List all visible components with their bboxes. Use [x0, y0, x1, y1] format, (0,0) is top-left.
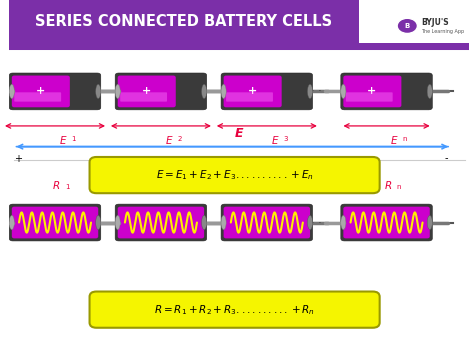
FancyBboxPatch shape — [115, 73, 207, 110]
Text: The Learning App: The Learning App — [421, 29, 464, 33]
Ellipse shape — [96, 84, 101, 99]
Text: +: + — [141, 87, 151, 96]
Text: · · · · ·: · · · · · — [310, 218, 343, 227]
Ellipse shape — [201, 84, 207, 99]
Text: +: + — [247, 87, 256, 96]
Text: E: E — [272, 136, 278, 146]
FancyBboxPatch shape — [9, 73, 101, 110]
Text: BYJU'S: BYJU'S — [421, 18, 449, 27]
FancyBboxPatch shape — [341, 204, 432, 241]
Text: R: R — [159, 181, 166, 191]
Text: $R = R_1 + R_2 +R_3 .......... + R_n$: $R = R_1 + R_2 +R_3 .......... + R_n$ — [154, 303, 315, 317]
Text: -: - — [445, 154, 448, 164]
FancyBboxPatch shape — [115, 204, 207, 241]
Text: +: + — [367, 87, 376, 96]
Text: E: E — [165, 136, 172, 146]
Ellipse shape — [9, 84, 14, 99]
FancyBboxPatch shape — [9, 204, 101, 241]
Ellipse shape — [308, 215, 312, 230]
Ellipse shape — [341, 215, 346, 230]
Text: E: E — [235, 127, 244, 140]
Text: 2: 2 — [171, 184, 175, 190]
FancyBboxPatch shape — [118, 76, 176, 107]
Text: +: + — [14, 154, 22, 164]
Ellipse shape — [9, 215, 14, 230]
Ellipse shape — [221, 215, 226, 230]
FancyBboxPatch shape — [12, 207, 98, 238]
Ellipse shape — [427, 84, 432, 99]
Text: +: + — [36, 87, 45, 96]
FancyBboxPatch shape — [221, 204, 312, 241]
FancyBboxPatch shape — [12, 76, 70, 107]
Ellipse shape — [308, 84, 312, 99]
Ellipse shape — [341, 84, 346, 99]
FancyBboxPatch shape — [90, 292, 380, 328]
Text: R: R — [384, 181, 392, 191]
Bar — [9, 0, 355, 43]
FancyBboxPatch shape — [346, 92, 392, 102]
Bar — [359, 0, 469, 43]
FancyBboxPatch shape — [221, 73, 312, 110]
Text: n: n — [403, 136, 407, 141]
Text: 2: 2 — [177, 136, 182, 141]
Text: $E = E_1 + E_2 + E_3 .......... + E_n$: $E = E_1 + E_2 + E_3 .......... + E_n$ — [156, 168, 313, 182]
Ellipse shape — [427, 215, 432, 230]
FancyBboxPatch shape — [343, 207, 430, 238]
Text: n: n — [397, 184, 401, 190]
Text: E: E — [60, 136, 66, 146]
FancyBboxPatch shape — [224, 76, 282, 107]
FancyBboxPatch shape — [343, 76, 401, 107]
Text: 1: 1 — [71, 136, 76, 141]
Text: R: R — [53, 181, 60, 191]
Text: 3: 3 — [283, 136, 287, 141]
FancyBboxPatch shape — [341, 73, 432, 110]
Ellipse shape — [96, 215, 101, 230]
FancyBboxPatch shape — [118, 207, 204, 238]
Text: E: E — [391, 136, 398, 146]
Circle shape — [397, 18, 418, 33]
Ellipse shape — [115, 84, 120, 99]
FancyBboxPatch shape — [120, 92, 167, 102]
Ellipse shape — [201, 215, 207, 230]
Text: B: B — [405, 23, 410, 29]
Ellipse shape — [221, 84, 226, 99]
FancyBboxPatch shape — [90, 157, 380, 193]
FancyBboxPatch shape — [226, 92, 273, 102]
FancyBboxPatch shape — [14, 92, 61, 102]
Text: 1: 1 — [65, 184, 70, 190]
Text: SERIES CONNECTED BATTERY CELLS: SERIES CONNECTED BATTERY CELLS — [36, 14, 333, 29]
FancyBboxPatch shape — [224, 207, 310, 238]
Ellipse shape — [115, 215, 120, 230]
Text: R: R — [264, 181, 272, 191]
Text: · · · · ·: · · · · · — [310, 87, 343, 96]
FancyBboxPatch shape — [0, 0, 474, 50]
Text: 3: 3 — [277, 184, 282, 190]
